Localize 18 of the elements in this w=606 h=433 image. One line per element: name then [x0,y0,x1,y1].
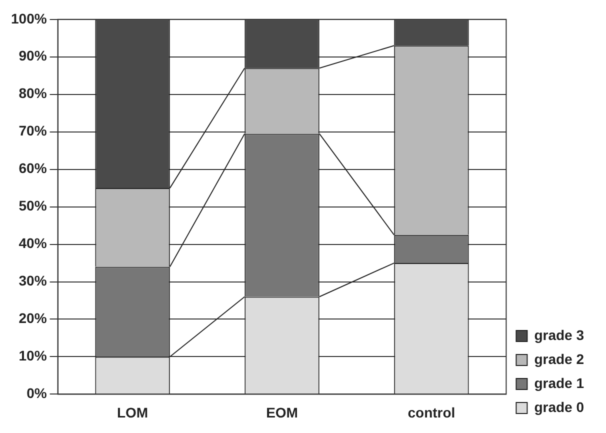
x-tick-label: EOM [266,404,298,420]
legend-label: grade 0 [534,398,584,415]
y-tick-label: 40% [18,235,48,252]
y-tick-label: 70% [18,122,48,139]
y-tick-label: 80% [18,85,48,102]
y-tick-label: 60% [18,160,48,176]
y-tick-label: 10% [18,348,48,364]
y-tick-label: 30% [18,272,48,289]
y-tick-label: 100% [10,10,48,26]
legend-label: grade 2 [534,350,584,367]
y-tick-label: 0% [26,385,48,402]
legend-label: grade 3 [534,326,584,343]
x-tick-label: LOM [116,404,148,420]
y-tick-label: 90% [18,48,48,64]
x-tick-label: control [408,404,456,420]
y-tick-label: 20% [18,310,48,326]
legend-label: grade 1 [534,374,584,391]
y-tick-label: 50% [18,198,48,214]
